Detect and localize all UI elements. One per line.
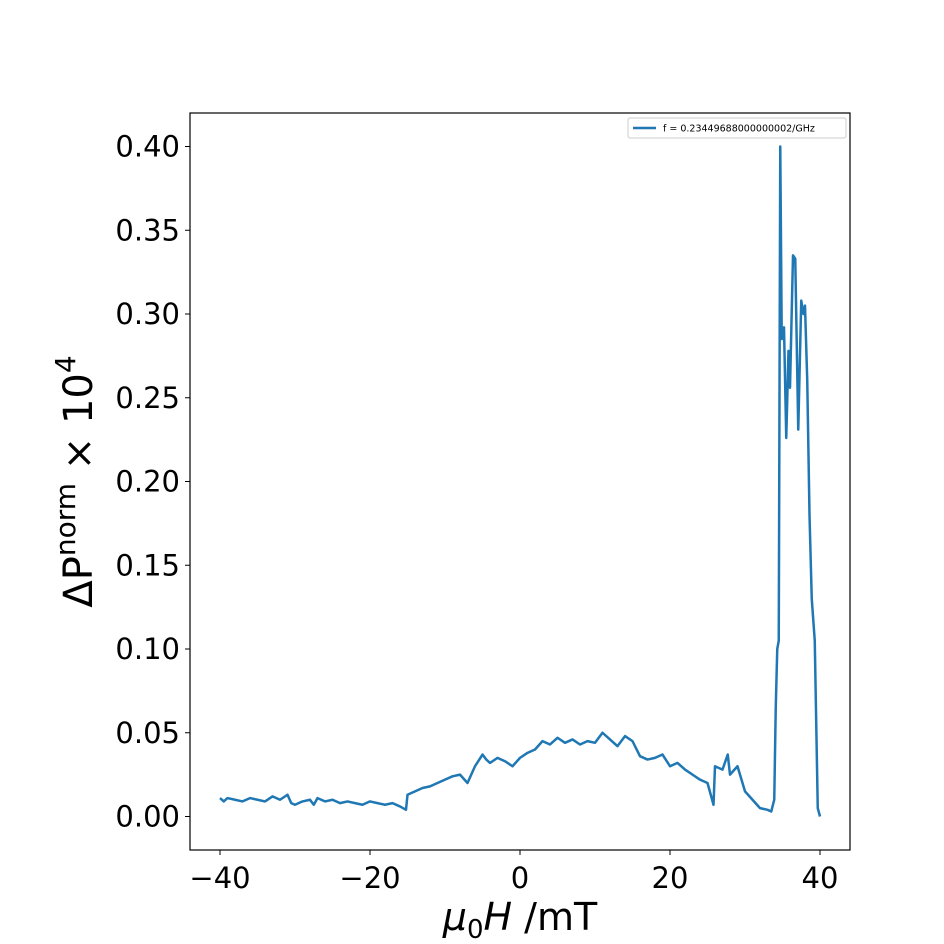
x-tick-label: −20 [339,861,400,895]
x-tick-label: 40 [802,861,839,895]
legend-box [627,117,847,139]
y-axis-label: ΔPnorm × 104 [49,355,102,607]
x-tick-label: 20 [652,861,689,895]
x-axis-label-part: H [484,895,513,939]
x-axis-label-part: 0 [467,915,484,944]
x-tick-label: 0 [511,861,529,895]
y-tick-label: 0.15 [115,548,180,582]
y-tick-label: 0.20 [115,465,180,499]
x-tick-label: −40 [189,861,250,895]
data-line [219,145,822,817]
legend-label: f = 0.23449688000000002/GHz [663,124,815,135]
y-axis-label-part: × 10 [56,373,102,483]
y-tick-label: 0.25 [115,381,180,415]
y-tick-label: 0.30 [115,297,180,331]
y-axis-label-part: norm [49,483,82,556]
plot-frame [189,112,851,851]
y-tick-label: 0.00 [115,800,180,834]
y-axis-label-part: 4 [49,355,82,373]
x-axis-label-part: /mT [512,895,598,939]
y-tick-label: 0.35 [115,213,180,247]
x-axis-label-part: μ [442,895,467,939]
x-axis-label: μ0H /mT [442,895,598,944]
y-tick-label: 0.05 [115,716,180,750]
y-tick-label: 0.40 [115,130,180,164]
y-axis-label-part: ΔP [56,556,102,607]
y-tick-label: 0.10 [115,632,180,666]
